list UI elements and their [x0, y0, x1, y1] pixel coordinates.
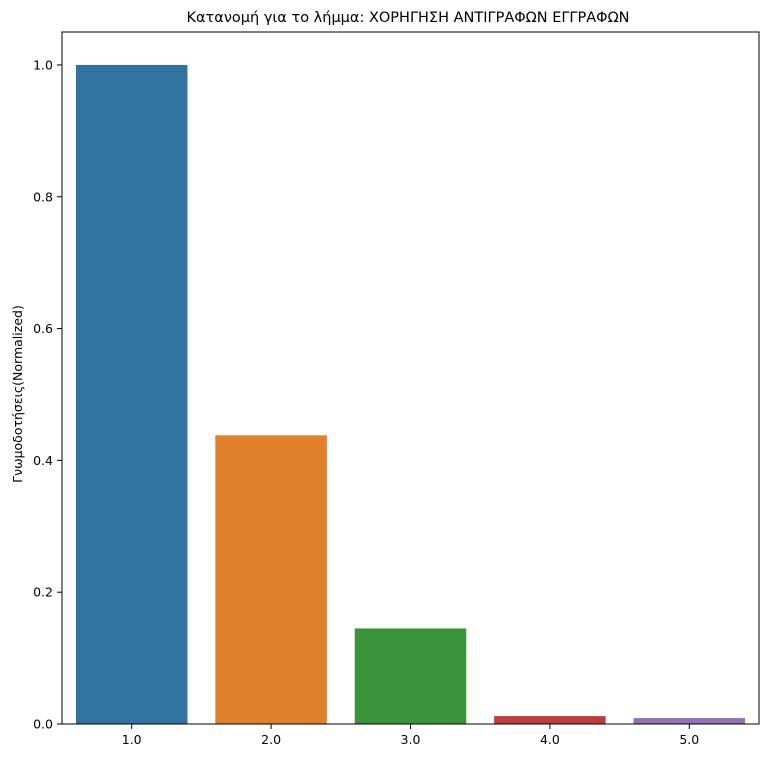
- y-tick-label: 0.4: [33, 453, 53, 468]
- x-tick-label: 3.0: [401, 732, 421, 747]
- bar-3.0: [354, 628, 467, 724]
- y-tick-label: 1.0: [33, 57, 53, 72]
- y-axis-label: Γνωμοδοτήσεις(Normalized): [10, 305, 25, 483]
- bar-2.0: [215, 435, 327, 724]
- y-tick-label: 0.0: [33, 717, 53, 732]
- x-tick-label: 4.0: [540, 732, 560, 747]
- bar-4.0: [494, 716, 606, 724]
- plot-frame: [61, 31, 760, 725]
- x-tick-label: 5.0: [679, 732, 699, 747]
- y-tick-label: 0.2: [33, 585, 53, 600]
- y-tick-label: 0.8: [33, 189, 53, 204]
- y-axis: 0.0 0.2 0.4 0.6 0.8 1.0: [33, 57, 62, 732]
- bars-group: [75, 64, 746, 724]
- y-tick-label: 0.6: [33, 321, 53, 336]
- x-tick-label: 1.0: [122, 732, 142, 747]
- x-tick-label: 2.0: [261, 732, 281, 747]
- bar-1.0: [75, 64, 188, 724]
- bar-5.0: [633, 718, 746, 724]
- chart-title: Κατανομή για το λήμμα: ΧΟΡΗΓΗΣΗ ΑΝΤΙΓΡΑΦ…: [186, 10, 629, 26]
- x-axis: 1.0 2.0 3.0 4.0 5.0: [122, 724, 699, 747]
